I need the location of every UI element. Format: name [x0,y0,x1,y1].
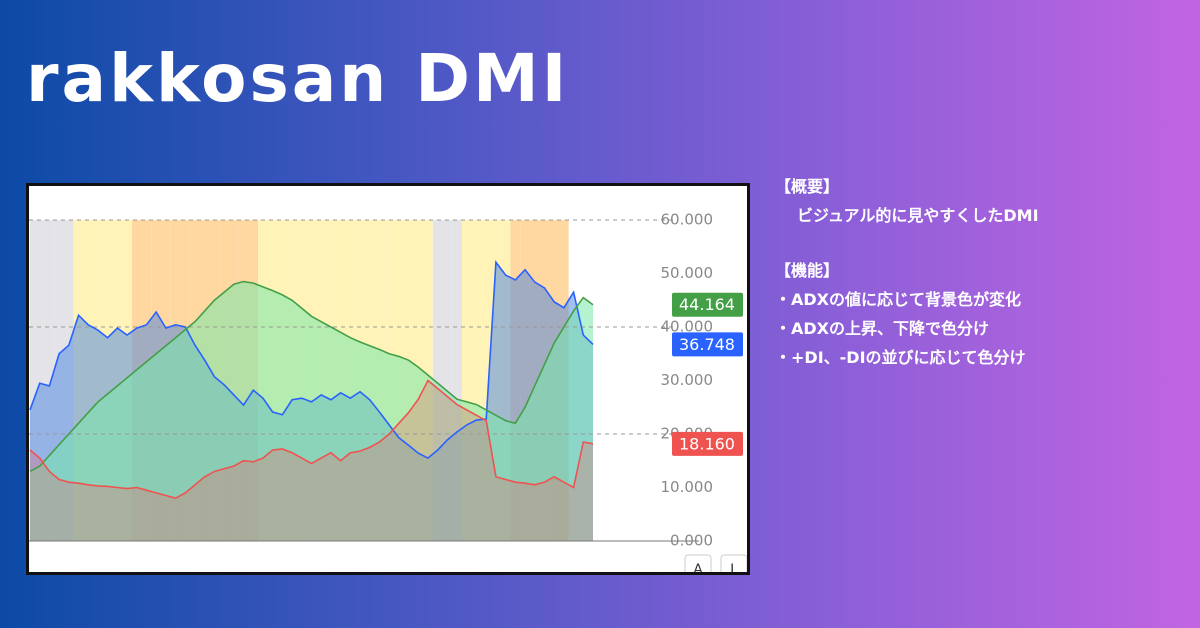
area-fill [30,380,593,541]
background-band [461,220,472,541]
control-button[interactable] [684,554,712,575]
title: rakkosan DMI [26,40,570,117]
section-heading: 【概要】 [775,177,840,196]
background-band [34,220,45,541]
background-band [432,220,443,541]
background-band [30,220,35,541]
y-tick-label: 60.000 [661,211,714,229]
section-heading: 【機能】 [775,261,840,280]
background-band [442,220,453,541]
control-label: L [730,562,738,575]
price-label: 18.160 [679,434,735,453]
series-line [29,379,594,500]
y-tick-label: 0.000 [670,532,713,550]
y-tick-label: 50.000 [661,264,714,282]
background-band [471,220,482,541]
y-tick-label: 30.000 [661,371,714,389]
section-item: ・+DI、-DIの並びに応じて色分け [775,348,1026,367]
price-label: 36.748 [679,335,735,354]
series-line [29,280,594,473]
area-fill [30,281,593,541]
section-item: ・ADXの上昇、下降で色分け [775,319,990,338]
price-label-box [672,332,743,357]
price-label: 44.164 [679,295,735,314]
section: 【機能】・ADXの値に応じて背景色が変化 ・ADXの上昇、下降で色分け・+DI、-… [775,256,1039,372]
series-line [29,260,594,460]
chart-panel: 0.00010.00020.00030.00040.00050.00060.00… [26,183,750,575]
control-button[interactable] [720,554,747,575]
background-band [452,220,462,541]
y-tick-label: 40.000 [661,318,714,336]
price-label-box [672,292,743,317]
background-band [481,220,492,541]
section: 【概要】ビジュアル的に見やすくしたDMI [775,172,1039,230]
section-item: ・ADXの値に応じて背景色が変化 [775,290,1022,309]
background-band [44,220,55,541]
chart: 0.00010.00020.00030.00040.00050.00060.00… [29,211,747,575]
price-label-box [672,431,743,456]
section-item: ビジュアル的に見やすくしたDMI [797,206,1039,225]
y-tick-label: 10.000 [661,478,714,496]
control-label: A [693,562,703,575]
description: 【概要】ビジュアル的に見やすくしたDMI 【機能】・ADXの値に応じて背景色が変化… [775,172,1039,398]
